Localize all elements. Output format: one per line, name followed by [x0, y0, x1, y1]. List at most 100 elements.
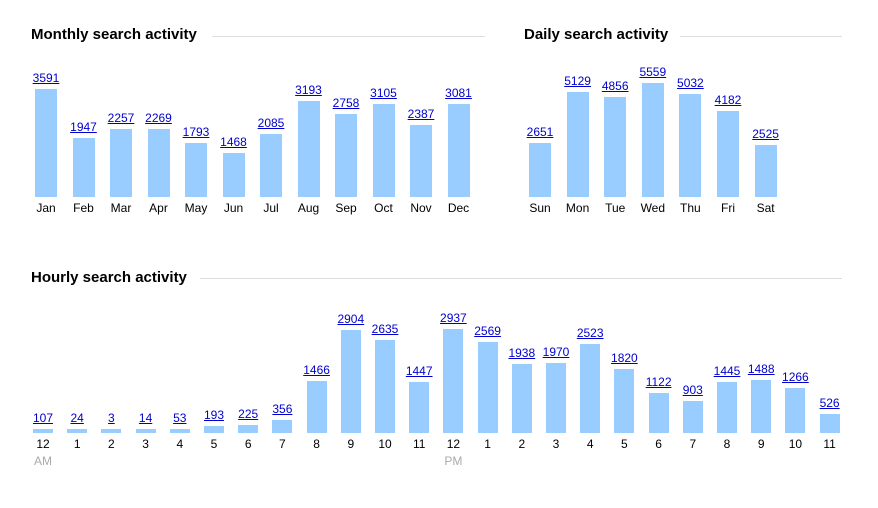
monthly-value-link[interactable]: 3081: [445, 86, 472, 100]
hourly-value-link[interactable]: 107: [32, 411, 54, 425]
hourly-bar[interactable]: [443, 329, 464, 433]
hourly-bar[interactable]: [306, 381, 327, 433]
hourly-bar[interactable]: [580, 344, 601, 433]
hourly-bar[interactable]: [135, 429, 156, 433]
hourly-category-label: 8: [723, 437, 731, 451]
monthly-divider: [212, 36, 485, 37]
hourly-value-link[interactable]: 526: [819, 396, 840, 410]
monthly-bar[interactable]: [372, 104, 395, 197]
hourly-category-label: 5: [210, 437, 218, 451]
hourly-value-link[interactable]: 2569: [474, 324, 501, 338]
hourly-value-link[interactable]: 2523: [576, 326, 604, 340]
hourly-value-link[interactable]: 193: [203, 408, 225, 422]
hourly-bar[interactable]: [67, 429, 88, 433]
daily-value-link[interactable]: 5129: [564, 74, 591, 88]
hourly-bar[interactable]: [819, 414, 840, 433]
daily-bar[interactable]: [529, 143, 551, 197]
hourly-bar[interactable]: [477, 342, 498, 433]
hourly-value-link[interactable]: 356: [272, 402, 293, 416]
hourly-value-link[interactable]: 2937: [440, 311, 467, 325]
daily-bar[interactable]: [641, 83, 664, 197]
daily-value-link[interactable]: 5032: [677, 76, 704, 90]
hourly-value-link[interactable]: 53: [173, 411, 187, 425]
hourly-category-label: 10: [788, 437, 803, 451]
monthly-category-label: Nov: [410, 201, 432, 215]
monthly-bar[interactable]: [222, 153, 245, 197]
hourly-category-label: 11: [412, 437, 426, 451]
hourly-bar[interactable]: [717, 382, 737, 433]
hourly-value-link[interactable]: 1488: [747, 362, 775, 376]
daily-bar[interactable]: [679, 94, 702, 197]
hourly-bar[interactable]: [169, 429, 190, 433]
monthly-value-link[interactable]: 1468: [220, 135, 247, 149]
hourly-value-link[interactable]: 2904: [337, 312, 365, 326]
hourly-value-link[interactable]: 225: [238, 407, 259, 421]
daily-bar[interactable]: [754, 145, 777, 197]
hourly-bar[interactable]: [272, 420, 293, 433]
monthly-value-link[interactable]: 1793: [182, 125, 210, 139]
monthly-bar[interactable]: [147, 129, 170, 197]
hourly-value-link[interactable]: 1970: [542, 345, 570, 359]
hourly-category-label: 2: [108, 437, 115, 451]
monthly-value-link[interactable]: 3591: [32, 71, 60, 85]
hourly-bar[interactable]: [101, 429, 122, 433]
daily-value-link[interactable]: 2525: [752, 127, 779, 141]
hourly-value-link[interactable]: 2635: [371, 322, 399, 336]
hourly-bar[interactable]: [614, 369, 635, 433]
hourly-bar[interactable]: [546, 363, 566, 433]
monthly-bar[interactable]: [335, 114, 357, 197]
hourly-bar[interactable]: [204, 426, 224, 433]
monthly-bar[interactable]: [35, 89, 57, 197]
monthly-value-link[interactable]: 2758: [332, 96, 360, 110]
hourly-bar[interactable]: [751, 380, 772, 433]
hourly-value-link[interactable]: 903: [682, 383, 703, 397]
monthly-value-link[interactable]: 1947: [70, 120, 97, 134]
hourly-bar[interactable]: [238, 425, 259, 433]
monthly-value-link[interactable]: 2257: [107, 111, 135, 125]
monthly-bar[interactable]: [110, 129, 132, 197]
monthly-value-link[interactable]: 2085: [257, 116, 285, 130]
hourly-value-link[interactable]: 1122: [645, 375, 672, 389]
hourly-value-link[interactable]: 1938: [508, 346, 536, 360]
hourly-bar[interactable]: [340, 330, 361, 433]
hourly-category-label: 12: [446, 437, 461, 451]
hourly-value-link[interactable]: 1445: [713, 364, 741, 378]
daily-value-link[interactable]: 2651: [526, 125, 554, 139]
monthly-value-link[interactable]: 3105: [370, 86, 397, 100]
daily-bar[interactable]: [566, 92, 589, 197]
daily-value-link[interactable]: 4856: [601, 79, 629, 93]
hourly-value-link[interactable]: 14: [138, 411, 153, 425]
hourly-value-link[interactable]: 1447: [405, 364, 433, 378]
hourly-bar[interactable]: [33, 429, 53, 433]
hourly-value-link[interactable]: 1466: [303, 363, 330, 377]
hourly-bar[interactable]: [682, 401, 703, 433]
hourly-bar[interactable]: [648, 393, 669, 433]
hourly-category-label: 4: [586, 437, 594, 451]
hourly-bar[interactable]: [409, 382, 430, 433]
monthly-bar[interactable]: [297, 101, 320, 197]
monthly-value-link[interactable]: 2387: [407, 107, 435, 121]
hourly-value-link[interactable]: 1820: [611, 351, 638, 365]
monthly-bar[interactable]: [72, 138, 95, 197]
hourly-value-link[interactable]: 3: [108, 411, 115, 425]
hourly-category-label: 2: [518, 437, 526, 451]
daily-value-link[interactable]: 5559: [639, 65, 667, 79]
monthly-bar[interactable]: [185, 143, 207, 197]
hourly-period-label: AM: [34, 454, 52, 468]
hourly-bar[interactable]: [375, 340, 395, 433]
monthly-bar[interactable]: [410, 125, 432, 197]
hourly-divider: [200, 278, 842, 279]
hourly-bar[interactable]: [785, 388, 806, 433]
daily-value-link[interactable]: 4182: [714, 93, 742, 107]
daily-bar[interactable]: [604, 97, 627, 197]
hourly-category-label: 6: [244, 437, 252, 451]
monthly-value-link[interactable]: 2269: [145, 111, 172, 125]
daily-bar[interactable]: [717, 111, 739, 197]
hourly-bar[interactable]: [511, 364, 532, 433]
hourly-value-link[interactable]: 24: [70, 411, 84, 425]
monthly-bar[interactable]: [447, 104, 470, 197]
monthly-value-link[interactable]: 3193: [295, 83, 322, 97]
monthly-bar[interactable]: [260, 134, 282, 197]
hourly-value-link[interactable]: 1266: [782, 370, 809, 384]
hourly-category-label: 9: [347, 437, 355, 451]
